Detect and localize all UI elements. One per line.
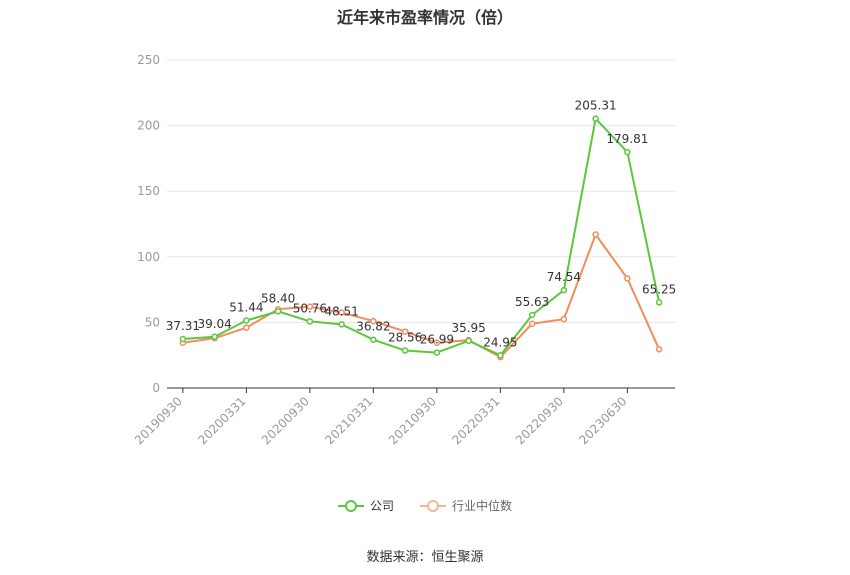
data-point-1 (433, 339, 441, 346)
data-point-1 (338, 309, 345, 316)
data-label: 179.81 (606, 132, 648, 146)
x-tick-label: 20220930 (513, 394, 566, 447)
data-label: 58.40 (261, 291, 295, 305)
data-label: 48.51 (324, 304, 358, 318)
x-tick-label: 20210930 (386, 394, 439, 447)
data-label: 35.95 (451, 321, 485, 335)
data-point-0 (179, 335, 187, 343)
series-lines (179, 115, 663, 361)
data-label: 24.95 (483, 335, 517, 349)
data-point-0 (401, 347, 409, 354)
data-label: 65.25 (642, 282, 676, 296)
x-tick-label: 20200331 (195, 394, 248, 447)
data-point-1 (528, 320, 536, 327)
gridlines (167, 59, 675, 323)
data-point-0 (370, 336, 377, 343)
x-tick-label: 20210331 (322, 394, 375, 447)
data-point-0 (465, 337, 472, 345)
data-point-0 (338, 321, 345, 328)
data-point-0 (655, 299, 663, 306)
data-point-1 (370, 317, 377, 325)
legend-label-company: 公司 (369, 499, 394, 513)
data-point-0 (306, 318, 314, 325)
data-point-1 (592, 231, 599, 238)
data-point-1 (243, 324, 250, 331)
orange-line-circle-icon (420, 499, 446, 512)
legend-item-industry-median[interactable]: 行业中位数 (420, 497, 512, 514)
data-label: 37.31 (166, 319, 200, 333)
data-point-1 (655, 346, 663, 353)
legend-label-industry-median: 行业中位数 (452, 499, 513, 513)
source-note: 数据来源：恒生聚源 (366, 550, 484, 565)
data-label: 39.04 (197, 317, 231, 331)
data-label: 51.44 (229, 301, 263, 315)
data-point-0 (592, 115, 599, 122)
y-tick-label: 50 (145, 315, 160, 329)
data-point-0 (433, 349, 441, 356)
data-label: 50.76 (293, 301, 327, 315)
data-point-1 (560, 315, 568, 323)
y-tick-label: 200 (137, 119, 160, 133)
data-label: 205.31 (575, 99, 617, 113)
y-tick-label: 0 (152, 381, 160, 395)
y-tick-label: 150 (137, 184, 160, 198)
green-line-circle-icon (337, 499, 364, 512)
chart-title: 近年来市盈率情况（倍） (336, 8, 513, 27)
data-point-0 (243, 317, 250, 324)
x-tick-label: 20220331 (449, 394, 502, 447)
data-label: 26.99 (420, 333, 454, 347)
data-label: 28.56 (388, 331, 422, 345)
data-point-0 (624, 148, 631, 156)
data-point-1 (306, 303, 314, 310)
legend-item-company[interactable]: 公司 (337, 497, 394, 514)
data-label: 74.54 (547, 270, 581, 284)
data-point-1 (624, 275, 631, 282)
data-point-0 (560, 286, 568, 294)
data-point-0 (497, 352, 504, 359)
data-label: 55.63 (515, 295, 549, 309)
series-line-0 (182, 117, 661, 357)
legend: 公司 行业中位数 (0, 497, 850, 514)
y-tick-label: 250 (137, 53, 160, 67)
x-tick-label: 20200930 (259, 394, 312, 447)
data-label: 36.82 (356, 320, 390, 334)
data-point-0 (528, 311, 536, 319)
x-tick-label: 20190930 (132, 394, 185, 447)
series-line-1 (182, 233, 661, 359)
x-tick-label: 20230630 (576, 394, 629, 447)
y-tick-label: 100 (137, 250, 160, 264)
data-point-1 (401, 328, 409, 335)
data-point-0 (211, 333, 218, 341)
data-point-0 (274, 308, 282, 315)
